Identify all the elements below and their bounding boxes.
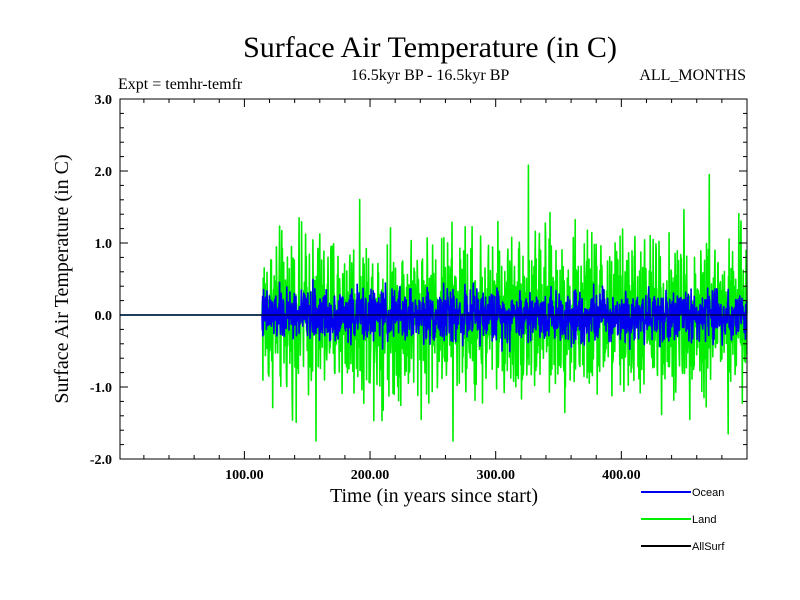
- x-tick-label: 100.00: [225, 468, 264, 483]
- series-layer: [119, 164, 748, 442]
- legend-label-ocean: Ocean: [692, 487, 724, 499]
- legend: Ocean Land AllSurf: [641, 487, 725, 553]
- x-tick-label: 300.00: [476, 468, 515, 483]
- y-axis-label: Surface Air Temperature (in C): [51, 154, 73, 403]
- experiment-label: Expt = temhr-temfr: [118, 76, 243, 93]
- plot-frame: [119, 98, 748, 460]
- x-axis-ticks: 100.00 200.00 300.00 400.00: [143, 99, 723, 483]
- chart-title: Surface Air Temperature (in C): [243, 31, 617, 64]
- x-axis-label: Time (in years since start): [330, 485, 538, 507]
- legend-label-allsurf: AllSurf: [692, 541, 725, 553]
- y-tick-label: -2.0: [90, 453, 112, 468]
- y-tick-label: 2.0: [95, 165, 113, 180]
- y-axis-ticks: -2.0 -1.0 0.0 1.0 2.0 3.0: [90, 93, 747, 468]
- y-tick-label: 1.0: [95, 237, 113, 252]
- y-tick-label: 3.0: [95, 93, 113, 108]
- y-tick-label: -1.0: [90, 381, 112, 396]
- chart-subtitle: 16.5kyr BP - 16.5kyr BP: [351, 67, 510, 84]
- legend-label-land: Land: [692, 514, 716, 526]
- period-label: ALL_MONTHS: [639, 67, 746, 84]
- y-tick-label: 0.0: [95, 309, 113, 324]
- x-tick-label: 400.00: [602, 468, 641, 483]
- x-tick-label: 200.00: [351, 468, 390, 483]
